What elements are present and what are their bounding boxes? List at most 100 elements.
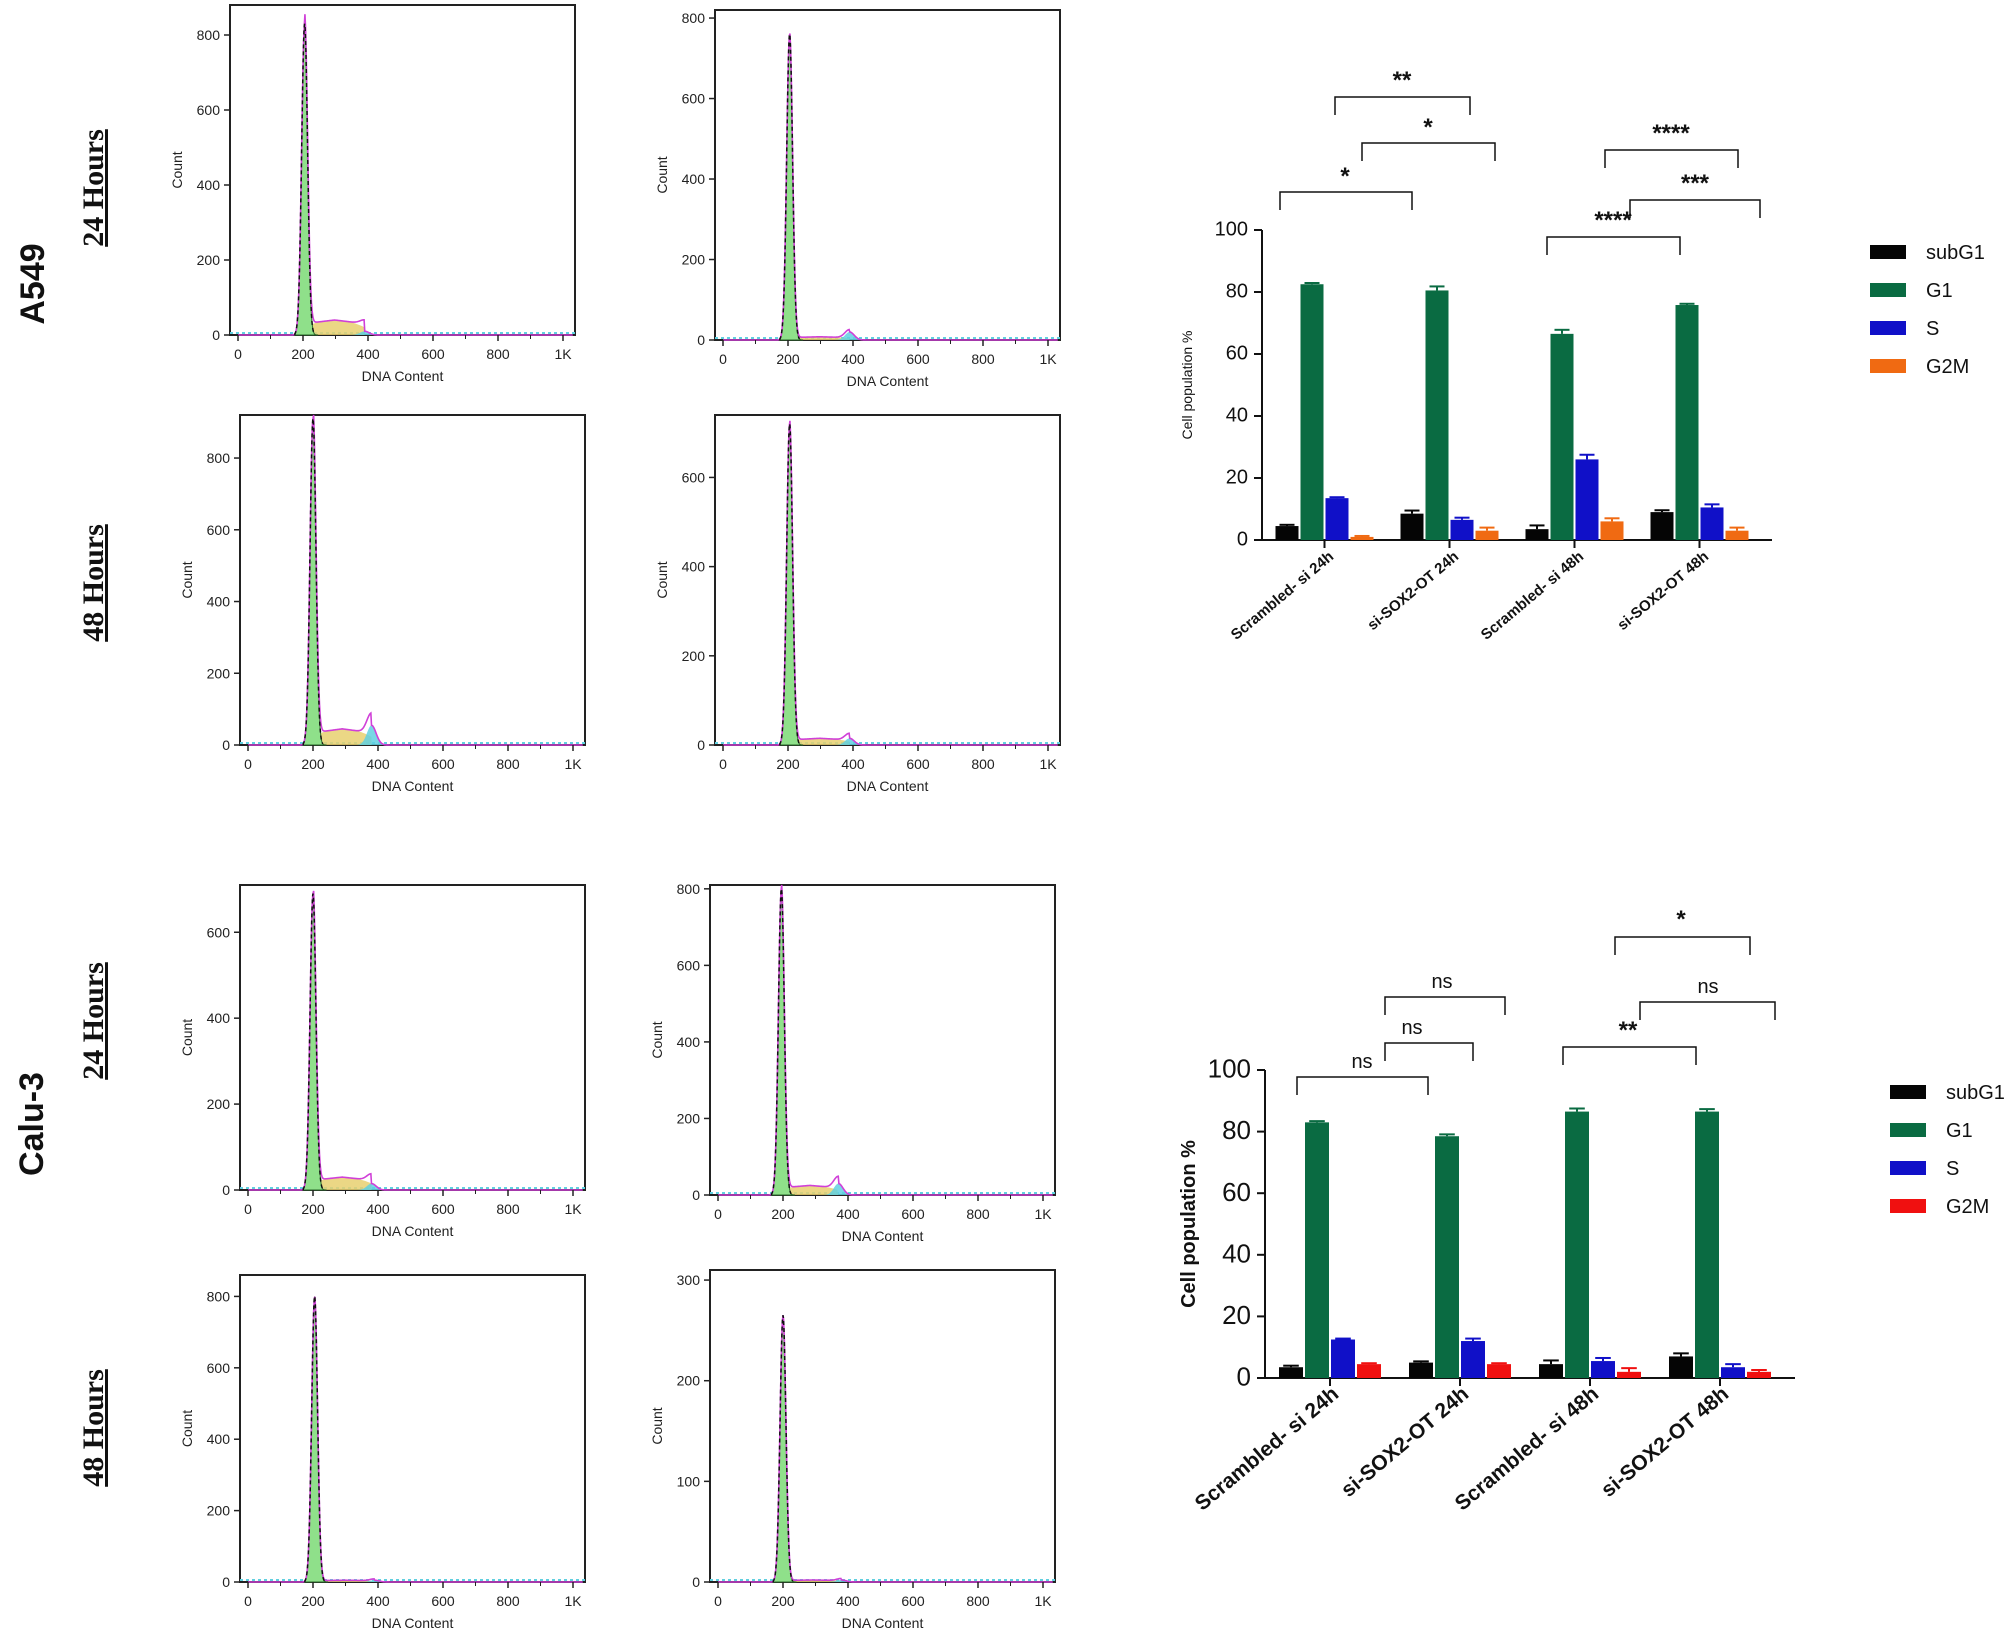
x-tick-label: 400 xyxy=(841,351,865,367)
y-tick-label: 600 xyxy=(682,91,706,107)
histogram-calu3-24h-scrambled: 0 200 400 600 0 200 400 600 800 1K DNA Content Coun… xyxy=(179,884,586,1239)
bar-subG1 xyxy=(1275,526,1299,540)
y-tick-label: 40 xyxy=(1222,1238,1251,1268)
significance-label: ** xyxy=(1619,1017,1638,1044)
histogram-a549-24h-si-sox2-ot: 0 200 400 600 800 0 200 400 600 800 1K DNA Content C… xyxy=(654,9,1061,389)
x-tick-label: 200 xyxy=(301,1593,325,1609)
bar-G1 xyxy=(1435,1136,1459,1378)
significance-label: * xyxy=(1340,163,1350,190)
x-tick-label: 400 xyxy=(836,1206,860,1222)
significance-bracket xyxy=(1296,1076,1429,1095)
legend-label: subG1 xyxy=(1946,1082,2005,1104)
bar-subG1 xyxy=(1669,1356,1693,1378)
x-tick-label: 1K xyxy=(1034,1206,1052,1222)
cell-line-label-a549: A549 xyxy=(14,243,52,325)
y-tick-label: 100 xyxy=(1215,218,1248,240)
legend-label: S xyxy=(1926,318,1939,340)
y-tick-label: 0 xyxy=(697,737,705,753)
y-tick-label: 20 xyxy=(1226,466,1248,488)
histogram-envelope xyxy=(718,884,1053,1196)
y-tick-label: 80 xyxy=(1222,1115,1251,1145)
x-tick-label: 600 xyxy=(431,1201,455,1217)
histogram-calu3-24h-si-sox2-ot: 0 200 400 600 800 0 200 400 600 800 1K DNA Content C… xyxy=(649,881,1056,1244)
y-tick-label: 400 xyxy=(682,559,706,575)
x-tick-label: 800 xyxy=(971,351,995,367)
s-phase-area xyxy=(781,1185,839,1195)
bar-G2M xyxy=(1617,1371,1641,1378)
bar-G1 xyxy=(1565,1111,1589,1378)
legend-swatch-G1 xyxy=(1890,1123,1926,1137)
x-tick-label: 1K xyxy=(1039,351,1057,367)
bar-G1 xyxy=(1425,290,1449,540)
x-axis-label: DNA Content xyxy=(372,1615,454,1631)
y-tick-label: 200 xyxy=(682,252,706,268)
bar-G1 xyxy=(1675,305,1699,540)
y-tick-label: 800 xyxy=(207,1288,231,1304)
legend-label: G1 xyxy=(1926,280,1953,302)
y-tick-label: 800 xyxy=(682,10,706,26)
x-tick-label: 0 xyxy=(719,351,727,367)
significance-bracket xyxy=(1361,142,1496,161)
significance-label: *** xyxy=(1681,170,1710,197)
x-tick-label: 600 xyxy=(901,1593,925,1609)
x-category-label: si-SOX2-OT 24h xyxy=(1337,1382,1473,1502)
y-tick-label: 100 xyxy=(1208,1054,1251,1084)
y-tick-label: 200 xyxy=(207,665,231,681)
x-category-label: Scrambled- si 48h xyxy=(1478,548,1587,644)
histogram-a549-24h-scrambled: 0 200 400 600 800 0 200 400 600 800 1K DNA Content C… xyxy=(169,4,576,384)
histogram-envelope xyxy=(723,420,1058,746)
bar-subG1 xyxy=(1650,512,1674,540)
x-axis-label: DNA Content xyxy=(362,368,444,384)
legend-swatch-S xyxy=(1870,321,1906,335)
x-tick-label: 0 xyxy=(244,1201,252,1217)
histogram-a549-48h-si-sox2-ot: 0 200 400 600 0 200 400 600 800 1K DNA Content Coun… xyxy=(654,414,1061,794)
time-label-a549-48h: 48 Hours xyxy=(77,524,110,642)
x-axis-label: DNA Content xyxy=(842,1228,924,1244)
bar-G1 xyxy=(1695,1111,1719,1378)
significance-bracket xyxy=(1384,1042,1474,1061)
y-tick-label: 400 xyxy=(207,1431,231,1447)
bar-chart-calu3: 0 20 40 60 80 100 Cell population % Scrambled- … xyxy=(1178,906,2005,1515)
bar-S xyxy=(1325,498,1349,540)
significance-bracket xyxy=(1384,996,1506,1015)
significance-bracket xyxy=(1629,199,1761,218)
bar-G2M xyxy=(1747,1371,1771,1378)
x-tick-label: 1K xyxy=(564,756,582,772)
histogram-envelope xyxy=(723,33,1058,341)
significance-bracket xyxy=(1604,149,1739,168)
y-tick-label: 0 xyxy=(1237,528,1248,550)
y-tick-label: 600 xyxy=(197,102,221,118)
significance-bracket xyxy=(1639,1001,1776,1020)
histogram-calu3-48h-scrambled: 0 200 400 600 800 0 200 400 600 800 1K DNA Content C… xyxy=(179,1274,586,1631)
y-tick-label: 600 xyxy=(677,957,701,973)
histogram-fit-line xyxy=(772,1315,794,1582)
histogram-a549-48h-scrambled: 0 200 400 600 800 0 200 400 600 800 1K DNA Content C… xyxy=(179,414,586,794)
x-axis-label: DNA Content xyxy=(847,373,929,389)
y-tick-label: 400 xyxy=(197,177,221,193)
y-tick-label: 800 xyxy=(207,450,231,466)
bar-S xyxy=(1591,1361,1615,1378)
x-tick-label: 0 xyxy=(719,756,727,772)
x-tick-label: 0 xyxy=(714,1206,722,1222)
x-category-label: Scrambled- si 48h xyxy=(1451,1382,1603,1515)
significance-label: **** xyxy=(1652,120,1690,147)
y-axis-label: Cell population % xyxy=(1178,1140,1200,1308)
legend-swatch-subG1 xyxy=(1890,1085,1926,1099)
bar-G2M xyxy=(1350,536,1374,540)
significance-bracket xyxy=(1614,936,1751,955)
cell-line-label-calu3: Calu-3 xyxy=(13,1072,51,1176)
bar-subG1 xyxy=(1279,1367,1303,1378)
bar-subG1 xyxy=(1525,529,1549,540)
bar-S xyxy=(1450,519,1474,540)
y-axis-label: Count xyxy=(649,1021,665,1058)
time-label-calu3-24h: 24 Hours xyxy=(77,962,110,1080)
bar-S xyxy=(1575,459,1599,540)
significance-label: ns xyxy=(1431,971,1452,993)
x-tick-label: 400 xyxy=(841,756,865,772)
x-tick-label: 600 xyxy=(431,756,455,772)
y-tick-label: 0 xyxy=(697,332,705,348)
time-label-calu3-48h: 48 Hours xyxy=(77,1369,110,1487)
y-tick-label: 400 xyxy=(682,171,706,187)
x-axis-label: DNA Content xyxy=(372,1223,454,1239)
bar-S xyxy=(1461,1341,1485,1378)
